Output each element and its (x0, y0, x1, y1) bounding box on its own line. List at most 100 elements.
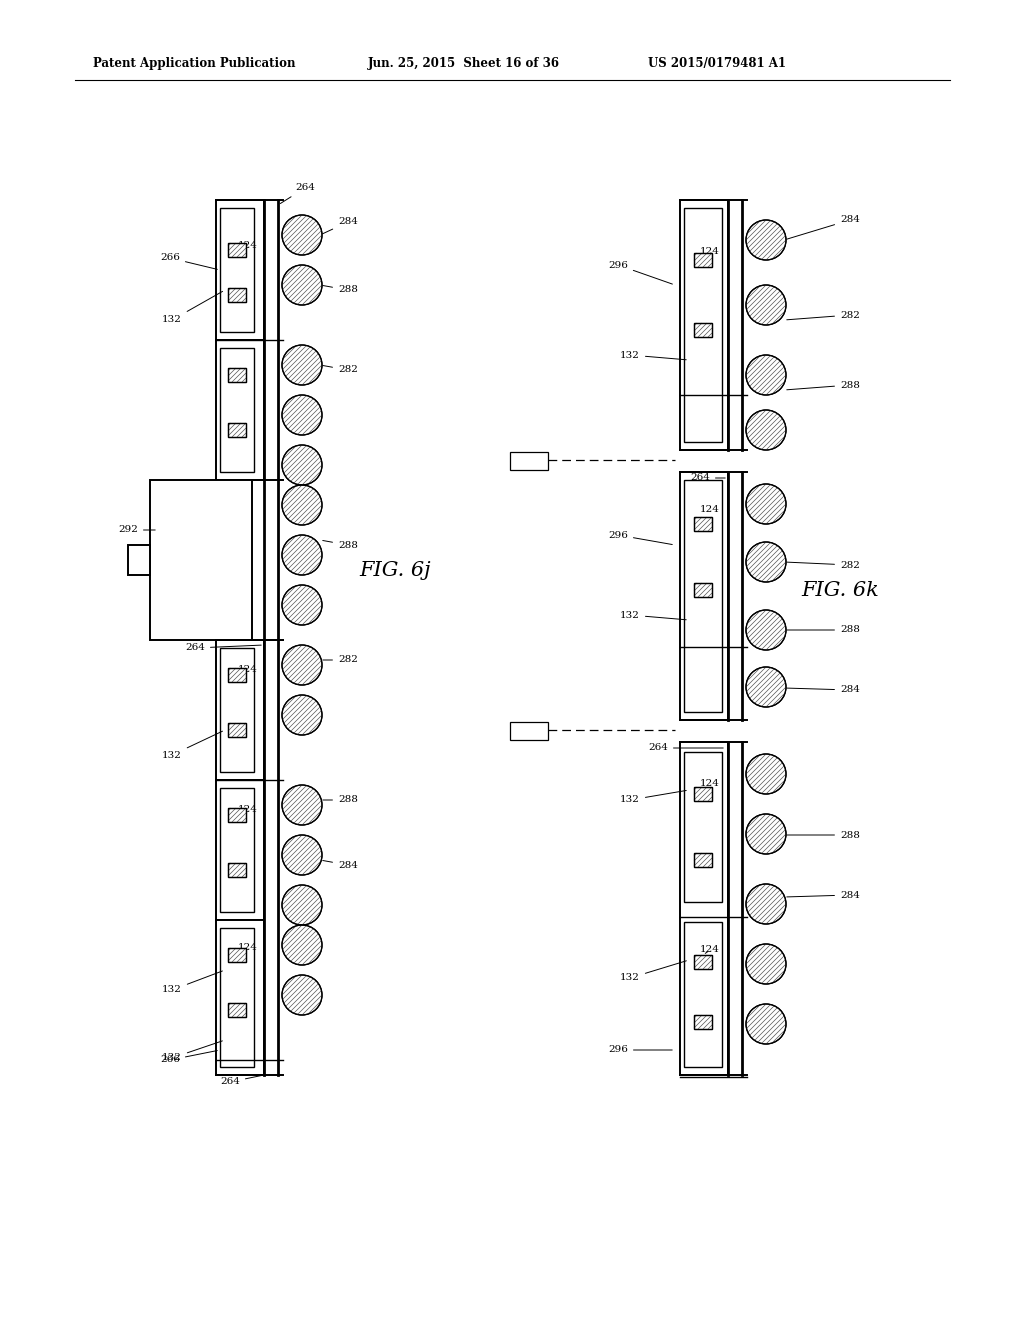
Bar (228, 422, 246, 437)
Circle shape (282, 585, 322, 624)
Bar (228, 808, 246, 822)
Bar (228, 368, 246, 381)
Bar (216, 201, 264, 341)
Circle shape (282, 345, 322, 385)
Text: 264: 264 (185, 644, 261, 652)
Text: 132: 132 (162, 292, 222, 325)
Text: 296: 296 (608, 1045, 672, 1055)
Bar (694, 787, 712, 801)
Text: 282: 282 (323, 656, 357, 664)
Bar (228, 863, 246, 876)
Text: 284: 284 (323, 861, 357, 870)
Bar (228, 1003, 246, 1016)
Text: 132: 132 (162, 972, 222, 994)
Bar (510, 722, 548, 741)
Bar (150, 480, 252, 640)
Text: 124: 124 (700, 506, 720, 521)
Bar (694, 583, 712, 597)
Text: 264: 264 (648, 743, 723, 752)
Bar (228, 863, 246, 876)
Bar (684, 921, 722, 1067)
Text: 264: 264 (690, 474, 725, 483)
Bar (216, 341, 264, 480)
Bar (694, 323, 712, 337)
Circle shape (746, 814, 786, 854)
Bar (694, 517, 712, 531)
Text: 288: 288 (786, 830, 860, 840)
Bar (228, 723, 246, 737)
Text: 264: 264 (281, 183, 315, 203)
Circle shape (282, 884, 322, 925)
Circle shape (282, 836, 322, 875)
Text: 296: 296 (608, 531, 673, 545)
Bar (694, 1015, 712, 1030)
Text: 132: 132 (621, 351, 686, 360)
Bar (220, 648, 254, 772)
Bar (228, 948, 246, 962)
Bar (228, 1003, 246, 1016)
Circle shape (746, 355, 786, 395)
Bar (228, 723, 246, 737)
Bar (694, 323, 712, 337)
Text: 264: 264 (220, 1076, 261, 1086)
Circle shape (282, 785, 322, 825)
Text: 288: 288 (323, 540, 357, 549)
Circle shape (282, 265, 322, 305)
Text: 296: 296 (608, 260, 673, 284)
Circle shape (282, 215, 322, 255)
Bar (694, 253, 712, 267)
Bar (228, 243, 246, 257)
Text: 288: 288 (786, 380, 860, 389)
Bar (228, 288, 246, 302)
Bar (684, 752, 722, 902)
Bar (694, 517, 712, 531)
Bar (220, 209, 254, 333)
Text: 284: 284 (786, 215, 860, 239)
Circle shape (746, 220, 786, 260)
Text: 124: 124 (238, 240, 258, 249)
Bar (694, 253, 712, 267)
Circle shape (282, 925, 322, 965)
Bar (220, 788, 254, 912)
Circle shape (282, 975, 322, 1015)
Circle shape (746, 944, 786, 983)
Text: 288: 288 (786, 626, 860, 635)
Bar (228, 243, 246, 257)
Text: 124: 124 (700, 945, 720, 954)
Circle shape (282, 696, 322, 735)
Text: 124: 124 (700, 248, 720, 260)
Circle shape (746, 610, 786, 649)
Bar (228, 668, 246, 682)
Circle shape (282, 395, 322, 436)
Bar (510, 451, 548, 470)
Circle shape (746, 884, 786, 924)
Text: 132: 132 (621, 791, 686, 804)
Text: 282: 282 (323, 366, 357, 375)
Bar (216, 920, 264, 1074)
Bar (228, 288, 246, 302)
Circle shape (282, 484, 322, 525)
Bar (220, 348, 254, 473)
Text: 284: 284 (786, 891, 860, 899)
Text: 292: 292 (118, 525, 156, 535)
Text: Jun. 25, 2015  Sheet 16 of 36: Jun. 25, 2015 Sheet 16 of 36 (368, 57, 560, 70)
Text: FIG. 6j: FIG. 6j (359, 561, 431, 579)
Text: 282: 282 (786, 310, 860, 319)
Bar (680, 201, 728, 450)
Circle shape (746, 667, 786, 708)
Bar (694, 583, 712, 597)
Text: 288: 288 (323, 796, 357, 804)
Circle shape (746, 754, 786, 795)
Circle shape (746, 285, 786, 325)
Bar (220, 928, 254, 1067)
Bar (680, 473, 728, 719)
Bar (680, 742, 728, 1074)
Text: 124: 124 (238, 805, 258, 814)
Circle shape (282, 645, 322, 685)
Text: 132: 132 (621, 961, 686, 982)
Bar (216, 780, 264, 920)
Text: 124: 124 (700, 779, 720, 793)
Text: 132: 132 (162, 731, 222, 759)
Text: 132: 132 (621, 610, 686, 620)
Text: 284: 284 (323, 218, 357, 234)
